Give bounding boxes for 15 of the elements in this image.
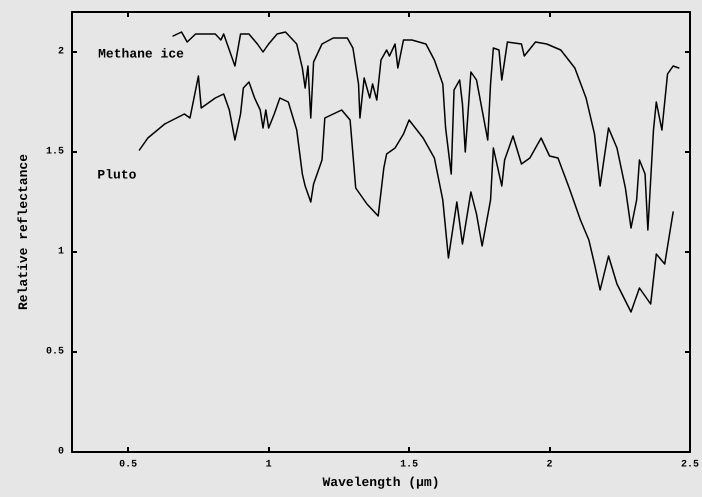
y-tick-label: 2 xyxy=(58,46,64,58)
x-tick-label: 2.5 xyxy=(680,460,700,470)
x-tick-label: 2 xyxy=(546,460,553,470)
x-tick-label: 1.5 xyxy=(400,460,418,470)
line-series xyxy=(138,75,674,313)
series-label: Pluto xyxy=(97,168,137,182)
y-axis-title: Relative reflectance xyxy=(16,154,31,310)
y-tick-label: 1 xyxy=(58,246,64,258)
y-tick-label: 1.5 xyxy=(46,146,64,158)
x-axis-title: Wavelength (µm) xyxy=(322,475,440,490)
y-tick-label: 0.5 xyxy=(46,346,64,358)
x-tick-label: 1 xyxy=(266,460,272,470)
x-tick-label: 0.5 xyxy=(119,460,138,470)
series-label: Methane ice xyxy=(98,46,184,62)
y-tick-label: 0 xyxy=(58,446,64,458)
